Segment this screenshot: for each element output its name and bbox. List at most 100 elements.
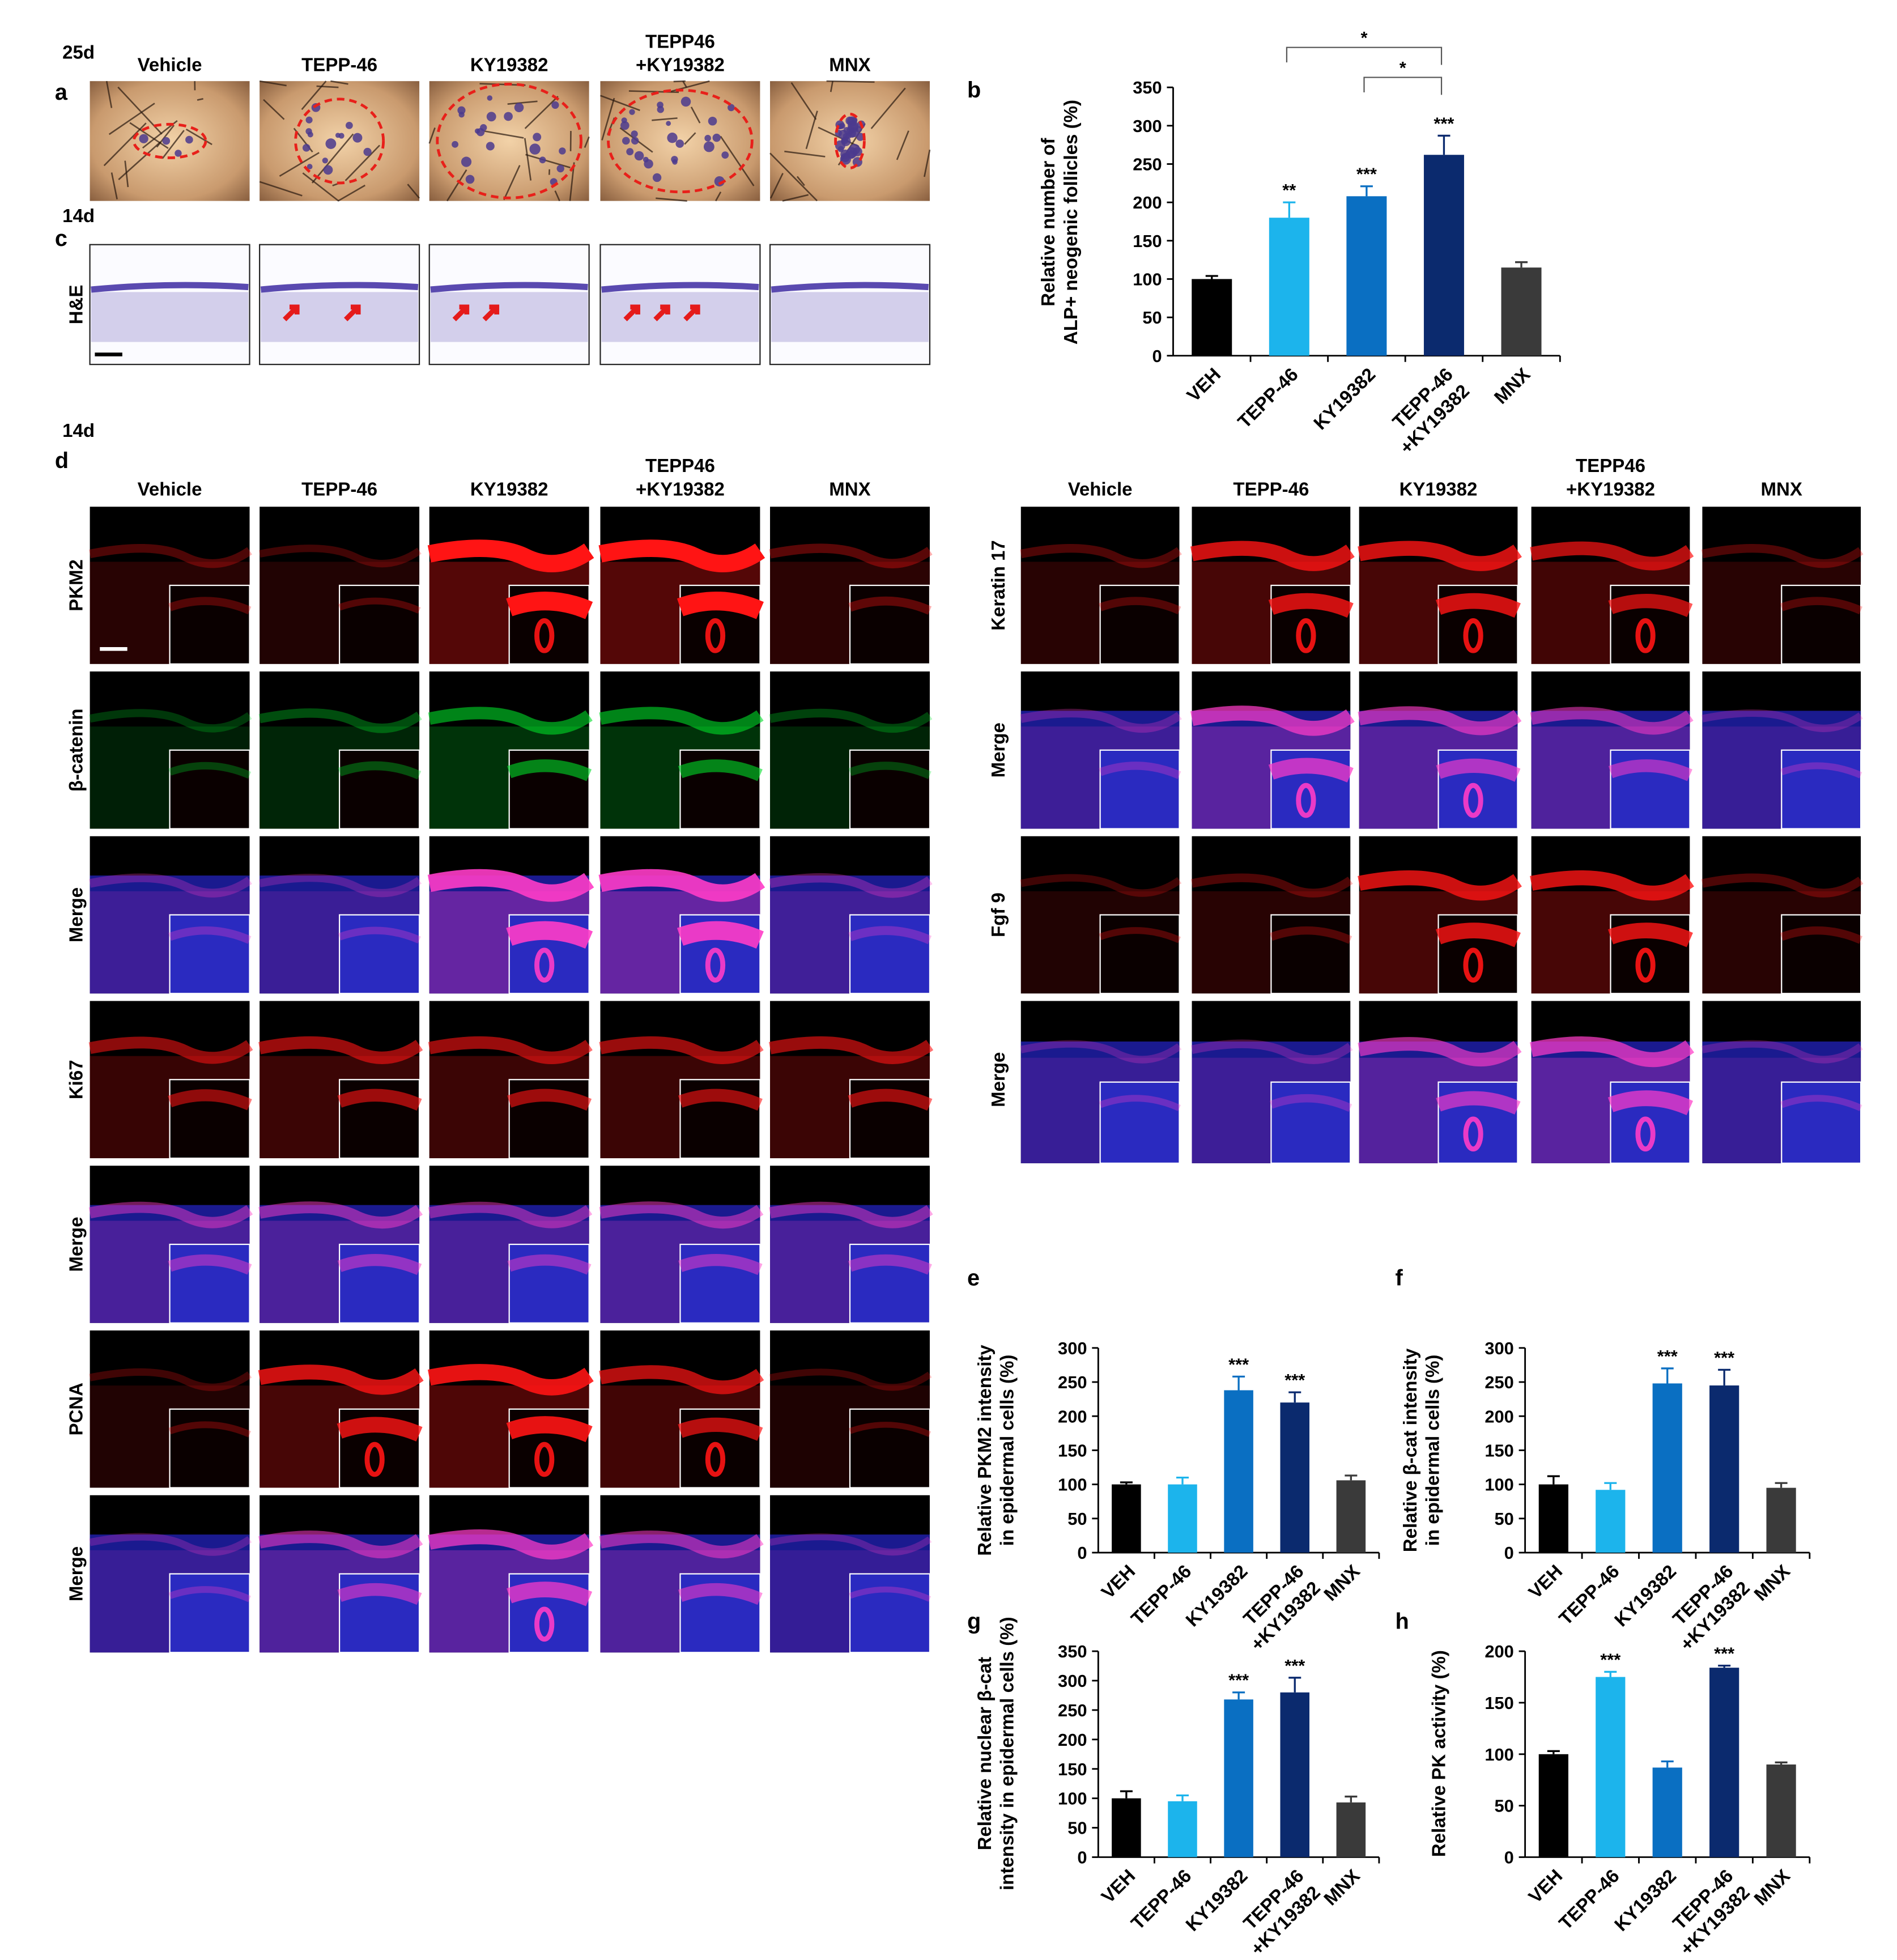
y-axis-label: Relative number of: [1037, 137, 1058, 306]
x-tick-label: VEH: [1097, 1561, 1139, 1602]
error-bar: [1288, 1677, 1301, 1693]
inset-signal: [337, 1417, 423, 1442]
inset: [849, 584, 931, 665]
bar: [1192, 279, 1232, 356]
inset: [1099, 1081, 1180, 1164]
epidermis-signal: [599, 1365, 764, 1394]
inset-signal: [1780, 597, 1863, 615]
inset: [508, 1243, 590, 1324]
inset: [169, 584, 250, 665]
arrow: [623, 304, 640, 321]
y-tick-label: 200: [1133, 193, 1162, 212]
follicle-signal: [1463, 1116, 1483, 1152]
x-tick-label: VEH: [1183, 364, 1224, 406]
error-bar: [1718, 1368, 1731, 1386]
hair: [796, 176, 805, 186]
error-bar: [1718, 1664, 1731, 1668]
hair: [311, 133, 354, 184]
follicle: [175, 150, 182, 157]
epidermis-signal: [89, 1533, 252, 1556]
follicle: [666, 121, 671, 126]
inset-signal: [168, 762, 252, 779]
row-label: Ki67: [65, 1060, 86, 1099]
bar: [1269, 218, 1309, 356]
epidermis-signal: [427, 1364, 594, 1396]
panel-letter: g: [967, 1609, 981, 1634]
inset-signal: [506, 921, 593, 949]
epidermis-signal: [1358, 706, 1522, 735]
follicle-signal: [1463, 618, 1483, 653]
epidermis-signal: [88, 1201, 253, 1228]
bar: [1336, 1480, 1366, 1553]
x-tick-label: KY19382: [1181, 1865, 1252, 1936]
arrow: [452, 304, 470, 321]
y-axis-label: in epidermal cells (%): [1422, 1355, 1443, 1546]
y-tick-label: 300: [1133, 116, 1162, 136]
roi-outline: [436, 83, 582, 199]
error-bar: [1120, 1790, 1133, 1799]
bar: [1652, 1383, 1682, 1553]
epidermis-signal: [1358, 870, 1522, 901]
error-bar: [1547, 1475, 1560, 1485]
inset-signal: [168, 597, 252, 615]
y-tick-label: 100: [1485, 1745, 1513, 1765]
x-tick-label: MNX: [1320, 1865, 1364, 1910]
row-label: PKM2: [65, 559, 86, 611]
inset: [169, 749, 250, 830]
epidermis-signal: [1020, 874, 1182, 897]
inset-signal: [1607, 1090, 1694, 1116]
column-header: Vehicle: [138, 54, 202, 75]
error-bar: [1176, 1794, 1189, 1801]
hair: [156, 125, 175, 148]
y-tick-label: 0: [1077, 1543, 1087, 1563]
x-tick-label: MNX: [1750, 1865, 1794, 1910]
error-bar: [1360, 185, 1373, 197]
hair: [805, 110, 818, 150]
follicle: [657, 105, 664, 113]
bar: [1766, 1487, 1796, 1553]
inset-signal: [1436, 758, 1521, 782]
follicle: [458, 112, 465, 118]
inset-signal: [849, 1586, 932, 1602]
y-axis-label: in epidermal cells (%): [997, 1355, 1018, 1546]
follicle: [486, 112, 496, 122]
error-bar: [1288, 1391, 1301, 1403]
follicle: [307, 131, 313, 138]
epidermis-signal: [258, 1036, 423, 1064]
y-axis-label: Relative β-cat intensity: [1400, 1348, 1420, 1552]
arrow: [683, 304, 700, 321]
follicle: [559, 147, 566, 155]
follicle: [363, 147, 372, 156]
inset: [169, 1573, 250, 1653]
hair: [503, 165, 521, 201]
panel-letter: d: [55, 448, 69, 473]
epidermis-signal: [428, 707, 593, 735]
hair: [826, 80, 875, 83]
error-bar: [1232, 1375, 1245, 1391]
hair: [682, 80, 687, 88]
dermis: [771, 292, 929, 342]
epidermis-signal: [599, 707, 764, 735]
hair: [484, 130, 524, 139]
follicle: [461, 156, 472, 167]
x-tick-label: KY19382: [1610, 1561, 1681, 1631]
x-tick-label: MNX: [1750, 1561, 1794, 1605]
follicle-signal: [534, 618, 555, 653]
epidermis-signal: [258, 874, 422, 898]
inset-signal: [507, 1254, 592, 1275]
follicle: [840, 149, 850, 160]
follicle: [452, 141, 458, 148]
inset-signal: [848, 762, 932, 779]
inset-signal: [168, 1254, 252, 1275]
roi-outline: [132, 122, 207, 159]
y-axis-label: Relative PK activity (%): [1428, 1650, 1449, 1857]
inset-signal: [848, 1254, 932, 1275]
inset: [849, 1573, 931, 1653]
column-header: MNX: [1761, 478, 1802, 499]
error-bar: [1120, 1481, 1133, 1485]
dermis: [91, 292, 249, 342]
arrow: [283, 304, 300, 321]
epidermis-signal: [258, 1530, 423, 1559]
hair: [302, 172, 339, 202]
inset: [1099, 584, 1180, 665]
